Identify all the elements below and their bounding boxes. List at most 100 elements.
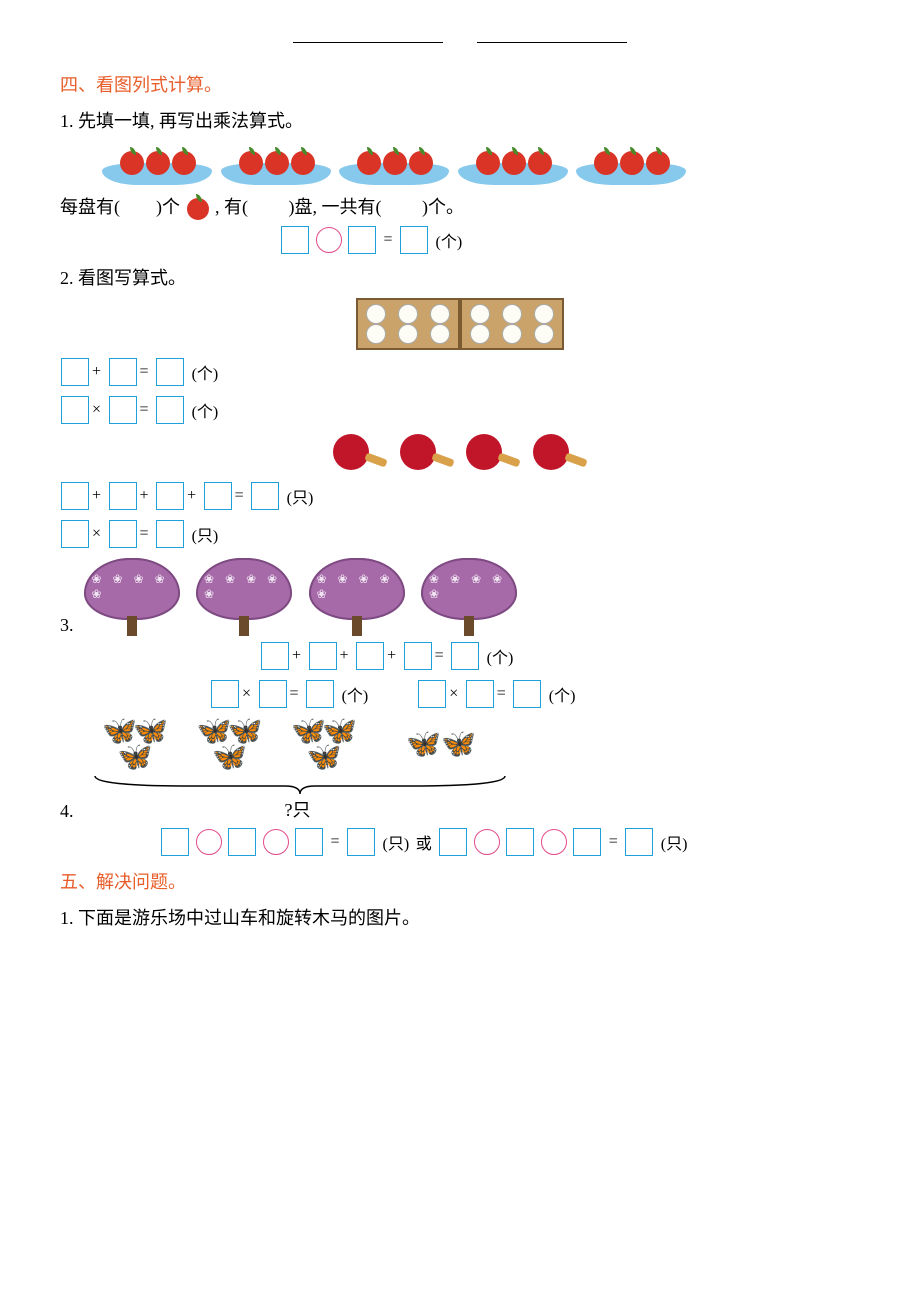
tree-icon — [419, 558, 519, 636]
answer-box[interactable] — [156, 396, 184, 424]
answer-box[interactable] — [281, 226, 309, 254]
answer-box[interactable] — [109, 482, 137, 510]
answer-box[interactable] — [61, 358, 89, 386]
answer-box[interactable] — [625, 828, 653, 856]
answer-box[interactable] — [109, 520, 137, 548]
eggbox-icon — [356, 298, 460, 350]
butterfly-icon: 🦋 — [307, 746, 342, 770]
butterfly-icon: 🦋 — [406, 727, 441, 761]
unit-label: (个) — [436, 228, 463, 252]
operator-circle[interactable] — [196, 829, 222, 855]
answer-box[interactable] — [156, 358, 184, 386]
eggbox-icon — [460, 298, 564, 350]
answer-box[interactable] — [348, 226, 376, 254]
butterfly-group: 🦋🦋 🦋 — [90, 718, 180, 770]
answer-box[interactable] — [109, 358, 137, 386]
answer-box[interactable] — [156, 482, 184, 510]
answer-box[interactable] — [513, 680, 541, 708]
q2-eq-d: × = (只) — [60, 520, 860, 548]
q1-sentence-mid: , 有( )盘, 一共有( )个。 — [215, 197, 464, 217]
plate-icon — [458, 141, 568, 185]
equals-sign: = — [140, 401, 149, 419]
answer-box[interactable] — [418, 680, 446, 708]
operator-circle[interactable] — [474, 829, 500, 855]
q1-sentence: 每盘有( )个 , 有( )盘, 一共有( )个。 — [60, 193, 860, 220]
plus-sign: + — [187, 487, 196, 505]
answer-box[interactable] — [404, 642, 432, 670]
answer-box[interactable] — [61, 396, 89, 424]
answer-box[interactable] — [251, 482, 279, 510]
brace-icon — [90, 774, 510, 794]
times-sign: × — [242, 685, 251, 703]
section-5-title: 五、解决问题。 — [60, 868, 860, 894]
answer-box[interactable] — [261, 642, 289, 670]
butterfly-icon: 🦋 — [322, 720, 357, 744]
q1-sentence-pre: 每盘有( )个 — [60, 197, 180, 217]
butterfly-icon: 🦋 — [212, 746, 247, 770]
answer-box[interactable] — [466, 680, 494, 708]
plate-icon — [339, 141, 449, 185]
equals-sign: = — [384, 231, 393, 249]
butterfly-icon: 🦋 — [118, 746, 153, 770]
answer-box[interactable] — [451, 642, 479, 670]
answer-box[interactable] — [400, 226, 428, 254]
answer-box[interactable] — [306, 680, 334, 708]
answer-box[interactable] — [356, 642, 384, 670]
plus-sign: + — [92, 487, 101, 505]
answer-box[interactable] — [309, 642, 337, 670]
butterfly-group: 🦋🦋 🦋 — [279, 718, 369, 770]
unit-label: (个) — [487, 644, 514, 668]
operator-circle[interactable] — [263, 829, 289, 855]
unit-label: (只) — [383, 830, 410, 854]
answer-box[interactable] — [506, 828, 534, 856]
plate-icon — [102, 141, 212, 185]
equals-sign: = — [497, 685, 506, 703]
q2-eq-c: + + + = (只) — [60, 482, 860, 510]
butterfly-icon: 🦋 — [102, 720, 137, 744]
answer-box[interactable] — [347, 828, 375, 856]
plate-icon — [221, 141, 331, 185]
tree-icon — [82, 558, 182, 636]
equals-sign: = — [235, 487, 244, 505]
q4-brace-label: ?只 — [88, 796, 508, 822]
q4-butterfly-row: 🦋🦋 🦋 🦋🦋 🦋 🦋🦋 🦋 🦋 🦋 — [90, 718, 860, 770]
operator-circle[interactable] — [316, 227, 342, 253]
q3-eq-a: + + + = (个) — [260, 642, 860, 670]
q1-equation: = (个) — [280, 226, 860, 254]
blank-line — [293, 41, 443, 43]
times-sign: × — [449, 685, 458, 703]
butterfly-group: 🦋🦋 🦋 — [185, 718, 275, 770]
answer-box[interactable] — [161, 828, 189, 856]
answer-box[interactable] — [295, 828, 323, 856]
answer-box[interactable] — [156, 520, 184, 548]
operator-circle[interactable] — [541, 829, 567, 855]
unit-label: (个) — [549, 682, 576, 706]
butterfly-icon: 🦋 — [441, 727, 476, 761]
paddle-icon — [466, 434, 520, 474]
equals-sign: = — [435, 647, 444, 665]
answer-box[interactable] — [61, 520, 89, 548]
answer-box[interactable] — [204, 482, 232, 510]
butterfly-icon: 🦋 — [228, 720, 263, 744]
butterfly-icon: 🦋 — [197, 720, 232, 744]
apple-icon — [187, 198, 209, 220]
plus-sign: + — [292, 647, 301, 665]
q4-equation: = (只) 或 = (只) — [160, 828, 860, 856]
q1-plate-row — [100, 141, 860, 185]
tree-icon — [194, 558, 294, 636]
answer-box[interactable] — [109, 396, 137, 424]
butterfly-icon: 🦋 — [133, 720, 168, 744]
answer-box[interactable] — [439, 828, 467, 856]
header-blank-lines — [60, 30, 860, 51]
answer-box[interactable] — [61, 482, 89, 510]
paddle-icon — [400, 434, 454, 474]
answer-box[interactable] — [211, 680, 239, 708]
q2-eggbox-row — [60, 298, 860, 350]
q2-prompt: 2. 看图写算式。 — [60, 264, 860, 290]
answer-box[interactable] — [573, 828, 601, 856]
unit-label: (个) — [192, 360, 219, 384]
answer-box[interactable] — [228, 828, 256, 856]
equals-sign: = — [140, 363, 149, 381]
q4-label: 4. — [60, 801, 74, 822]
answer-box[interactable] — [259, 680, 287, 708]
